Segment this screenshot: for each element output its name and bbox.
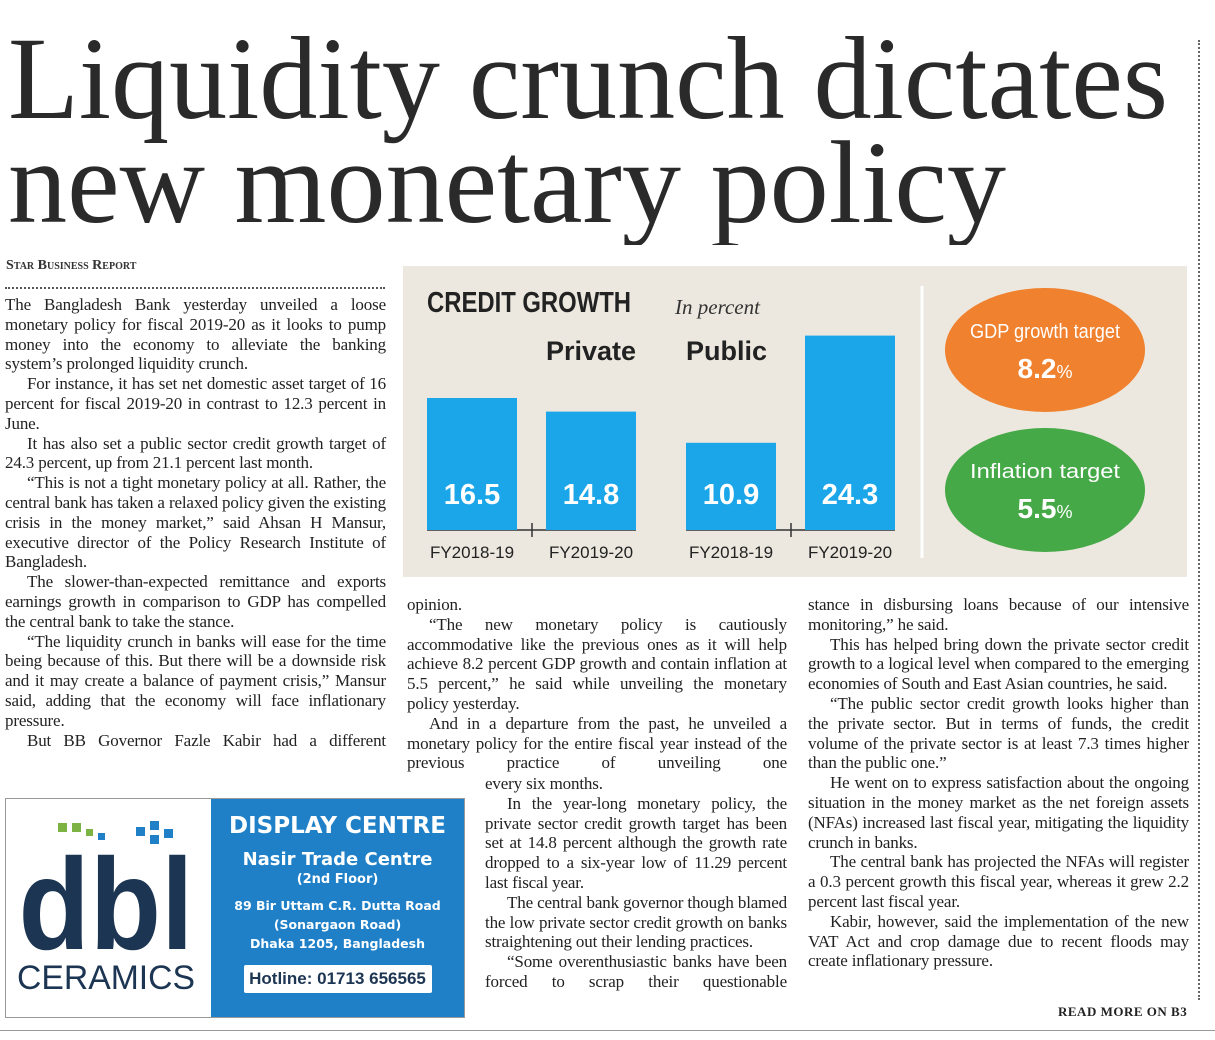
chart-subtitle: In percent [674, 295, 761, 319]
paragraph: Kabir, however, said the implementation … [808, 911, 1189, 971]
value-label: 16.5 [444, 479, 500, 511]
paragraph: “The liquidity crunch in banks will ease… [5, 631, 386, 730]
column: stance in disbursing loans because of ou… [808, 595, 1189, 971]
paragraph: And in a departure from the past, he unv… [407, 713, 787, 773]
paragraph: opinion. [407, 595, 462, 614]
paragraph: The central bank has projected the NFAs … [808, 852, 1189, 911]
category-label: FY2019-20 [549, 543, 633, 562]
bar [427, 398, 517, 530]
headline-line: Liquidity crunch dictates [8, 13, 1168, 144]
ad-logo-text: dbl [19, 831, 194, 977]
read-more: READ MORE ON B3 [1058, 1004, 1188, 1019]
target-label: GDP growth target [970, 321, 1120, 343]
value-label: 10.9 [703, 479, 759, 511]
paragraph: The slower-than-expected remittance and … [5, 572, 386, 631]
paragraph: For instance, it has set net domestic as… [5, 374, 386, 433]
paragraph: This has helped bring down the private s… [808, 634, 1189, 694]
paragraph: The Bangladesh Bank yesterday unveiled a… [5, 295, 386, 374]
bar [546, 411, 636, 530]
target-badge [945, 288, 1145, 412]
ad-floor: (2nd Floor) [296, 872, 379, 887]
ad-heading: DISPLAY CENTRE [229, 813, 446, 839]
paragraph: “The public sector credit growth looks h… [808, 693, 1189, 773]
category-label: FY2018-19 [689, 543, 773, 562]
column: every six months. In the year-long moneta… [485, 774, 787, 992]
target-label: Inflation target [970, 461, 1121, 483]
target-unit: % [1056, 362, 1072, 382]
paragraph: But BB Governor Fazle Kabir had a differ… [27, 730, 386, 750]
paragraph: “Some overenthusiastic banks have been f… [485, 952, 787, 991]
ad-venue: Nasir Trade Centre [242, 849, 433, 870]
ad-address: 89 Bir Uttam C.R. Dutta Road (Sonargaon R… [211, 896, 464, 953]
ad-logo: dbl CERAMICS [17, 821, 195, 997]
column: The Bangladesh Bank yesterday unveiled a… [5, 295, 386, 750]
paragraph: In the year-long monetary policy, the pr… [485, 793, 787, 892]
target-value: 5.5% [1018, 493, 1073, 524]
footer-rule [0, 1030, 1215, 1031]
category-label: FY2019-20 [808, 543, 892, 562]
ad-address-line: Dhaka 1205, Bangladesh [250, 936, 425, 951]
bar [805, 335, 895, 530]
ad-panel: DISPLAY CENTRE Nasir Trade Centre (2nd F… [211, 799, 464, 1017]
headline-line: new monetary policy [8, 117, 1006, 245]
category-label: FY2018-19 [430, 543, 514, 562]
chart: CREDIT GROWTH In percent Private 16.5 FY20… [403, 266, 1187, 577]
column-rule [1198, 40, 1200, 1000]
column: opinion. “The new monetary policy is caut… [407, 595, 787, 773]
value-label: 24.3 [822, 479, 878, 511]
chart-title: CREDIT GROWTH [427, 287, 631, 319]
paragraph: It has also set a public sector credit g… [5, 433, 386, 473]
group-label: Private [546, 336, 636, 366]
target-number: 5.5 [1018, 493, 1057, 524]
target-badge [945, 428, 1145, 552]
group-label: Public [686, 336, 767, 366]
ad-address-line: (Sonargaon Road) [273, 917, 402, 932]
bar [686, 442, 776, 530]
paragraph: “The new monetary policy is cautiously a… [407, 614, 787, 713]
ad-hotline: Hotline: 01713 656565 [243, 965, 432, 993]
target-unit: % [1056, 502, 1072, 522]
paragraph: “This is not a tight monetary policy at … [5, 473, 386, 572]
paragraph: stance in disbursing loans because of ou… [808, 595, 1189, 634]
advertisement: dbl CERAMICS DISPLAY CENTRE Nasir Trade … [5, 798, 465, 1018]
ad-brand: CERAMICS [17, 959, 195, 997]
headline: Liquidity crunch dictates new monetary p… [8, 13, 1168, 245]
paragraph: The central bank governor though blamed … [485, 892, 787, 952]
paragraph: He went on to express satisfaction about… [808, 773, 1189, 852]
byline: Star Business Report [6, 258, 137, 273]
value-label: 14.8 [563, 479, 619, 511]
target-number: 8.2 [1018, 353, 1057, 384]
byline-rule [5, 287, 385, 289]
ad-address-line: 89 Bir Uttam C.R. Dutta Road [234, 898, 441, 913]
paragraph: every six months. [485, 774, 603, 793]
target-value: 8.2% [1018, 353, 1073, 384]
